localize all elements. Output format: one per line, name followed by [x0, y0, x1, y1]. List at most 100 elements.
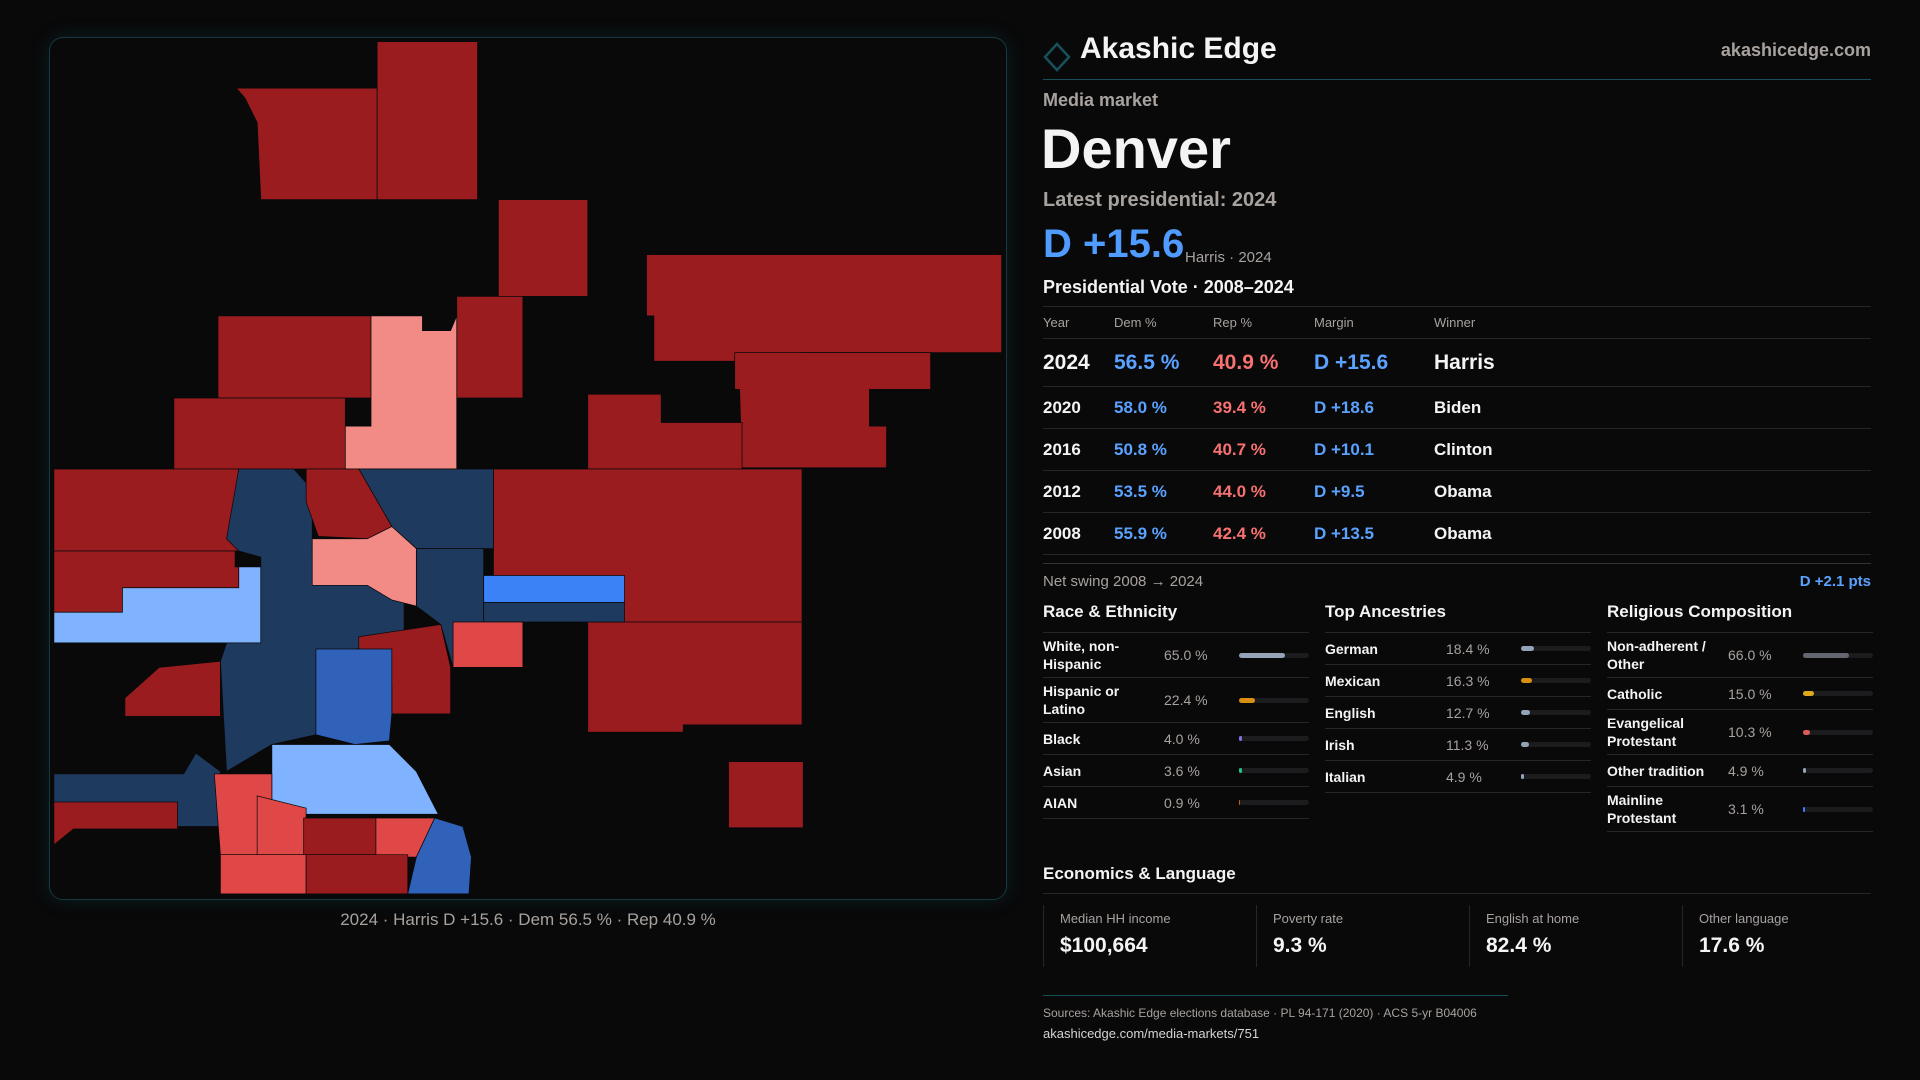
county-shape[interactable]	[483, 602, 625, 623]
county-shape[interactable]	[53, 801, 178, 846]
stat-value: $100,664	[1060, 934, 1148, 957]
share-bar	[1803, 806, 1873, 812]
county-shape[interactable]	[483, 575, 625, 603]
county-shape[interactable]	[407, 817, 472, 895]
col-rep: Rep %	[1213, 315, 1253, 330]
vote-rep-pct: 44.0 %	[1213, 482, 1266, 501]
county-shape[interactable]	[53, 468, 240, 552]
county-shape[interactable]	[376, 41, 478, 200]
vote-year: 2008	[1043, 524, 1081, 543]
county-shape[interactable]	[217, 315, 372, 399]
vote-table-header: Year Dem % Rep % Margin Winner	[1043, 306, 1871, 339]
county-shape[interactable]	[452, 621, 524, 668]
share-bar-fill	[1803, 768, 1807, 773]
share-bar-fill	[1239, 768, 1242, 773]
swing-divider	[1043, 563, 1871, 564]
col-winner: Winner	[1434, 315, 1476, 330]
demographic-row: Irish 11.3 %	[1325, 729, 1591, 761]
demographic-row: Other tradition 4.9 %	[1607, 755, 1873, 787]
county-shape[interactable]	[235, 87, 378, 200]
demographic-row: Catholic 15.0 %	[1607, 678, 1873, 710]
county-shape[interactable]	[728, 761, 804, 829]
county-shape[interactable]	[587, 621, 803, 733]
stat-value: 17.6 %	[1699, 934, 1765, 957]
share-bar	[1239, 652, 1309, 658]
row-label: German	[1325, 640, 1378, 657]
page-url[interactable]: akashicedge.com/media-markets/751	[1043, 1026, 1260, 1041]
share-bar	[1239, 800, 1309, 805]
county-shape[interactable]	[646, 254, 1002, 362]
demographic-row: Mexican 16.3 %	[1325, 665, 1591, 697]
row-pct: 3.6 %	[1164, 762, 1200, 779]
county-shape[interactable]	[124, 660, 221, 717]
vote-year: 2012	[1043, 482, 1081, 501]
section-top-ancestries: Top Ancestries German 18.4 % Mexican 16.3 % E…	[1325, 602, 1591, 793]
row-label: Asian	[1043, 762, 1082, 779]
demographic-row: English 12.7 %	[1325, 697, 1591, 729]
share-bar-fill	[1521, 710, 1530, 715]
row-label: Hispanic or Latino	[1043, 683, 1120, 717]
vote-year: 2024	[1043, 351, 1090, 374]
county-shape[interactable]	[344, 315, 458, 470]
headline-margin: D +15.6	[1043, 222, 1185, 266]
county-shape[interactable]	[53, 566, 262, 644]
vote-winner: Obama	[1434, 482, 1492, 501]
county-shape[interactable]	[456, 295, 524, 399]
row-label: Irish	[1325, 736, 1355, 753]
county-shape[interactable]	[498, 199, 589, 297]
county-shape[interactable]	[315, 648, 393, 745]
latest-label: Latest presidential: 2024	[1043, 189, 1277, 211]
county-shape[interactable]	[173, 397, 346, 470]
row-pct: 65.0 %	[1164, 647, 1208, 663]
map-caption: 2024 · Harris D +15.6 · Dem 56.5 % · Rep…	[340, 910, 716, 929]
swing-value: D +2.1 pts	[1799, 573, 1871, 590]
county-shape[interactable]	[271, 744, 439, 815]
stat-label: Median HH income	[1060, 911, 1171, 926]
site-link[interactable]: akashicedge.com	[1720, 40, 1871, 60]
county-shape[interactable]	[305, 854, 409, 895]
brand-name: Akashic Edge	[1080, 32, 1277, 65]
row-pct: 15.0 %	[1728, 685, 1772, 702]
row-pct: 11.3 %	[1446, 736, 1489, 753]
vote-row: 2012 53.5 % 44.0 % D +9.5 Obama	[1043, 471, 1871, 513]
stat-value: 9.3 %	[1273, 934, 1327, 957]
vote-year: 2020	[1043, 398, 1081, 417]
row-label: AIAN	[1043, 794, 1078, 811]
row-pct: 66.0 %	[1728, 647, 1772, 663]
share-bar-fill	[1803, 806, 1806, 812]
county-shape[interactable]	[311, 526, 417, 607]
vote-dem-pct: 53.5 %	[1114, 482, 1167, 501]
stat-card: Poverty rate 9.3 %	[1256, 905, 1468, 967]
vote-margin: D +9.5	[1314, 482, 1365, 501]
county-shape[interactable]	[734, 352, 931, 469]
vote-margin: D +13.5	[1314, 524, 1375, 543]
row-label: Evangelical Protestant	[1607, 715, 1685, 749]
row-label: Mainline Protestant	[1607, 792, 1677, 826]
county-shape[interactable]	[220, 854, 307, 895]
demographic-row: Black 4.0 %	[1043, 723, 1309, 755]
vote-row: 2024 56.5 % 40.9 % D +15.6 Harris	[1043, 339, 1871, 387]
sources-text: Sources: Akashic Edge elections database…	[1043, 1006, 1477, 1020]
county-shape[interactable]	[587, 393, 743, 470]
demographic-row: AIAN 0.9 %	[1043, 787, 1309, 819]
share-bar-fill	[1803, 691, 1814, 696]
stat-card: Other language 17.6 %	[1682, 905, 1894, 967]
county-map[interactable]	[49, 37, 1007, 900]
share-bar-fill	[1521, 678, 1533, 683]
economics-divider	[1043, 893, 1871, 894]
share-bar	[1803, 691, 1873, 696]
share-bar	[1239, 768, 1309, 773]
county-shape[interactable]	[303, 817, 377, 856]
section-race-ethnicity: Race & Ethnicity White, non-Hispanic 65.0 …	[1043, 602, 1309, 819]
vote-row: 2016 50.8 % 40.7 % D +10.1 Clinton	[1043, 429, 1871, 471]
vote-winner: Harris	[1434, 351, 1495, 374]
vote-winner: Biden	[1434, 398, 1482, 417]
section-title: Top Ancestries	[1325, 602, 1591, 633]
row-pct: 16.3 %	[1446, 672, 1490, 689]
col-margin: Margin	[1314, 315, 1354, 330]
share-bar	[1803, 768, 1873, 773]
share-bar-fill	[1239, 697, 1255, 703]
row-pct: 4.9 %	[1728, 762, 1764, 779]
demographic-row: Asian 3.6 %	[1043, 755, 1309, 787]
